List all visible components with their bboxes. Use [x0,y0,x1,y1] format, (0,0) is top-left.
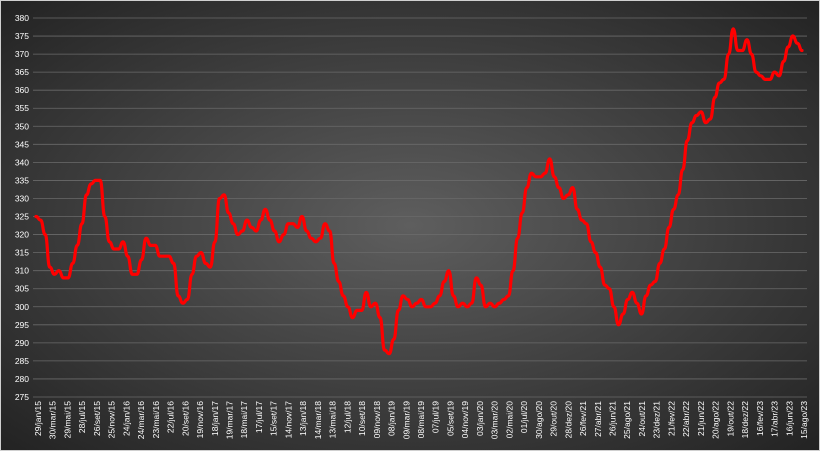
x-tick-label: 18/mai/17 [239,401,249,439]
series-layer [34,27,804,356]
x-tick-label: 09/mar/19 [401,401,411,440]
x-tick-label: 08/jan/19 [387,401,397,436]
x-tick-label: 29/out/20 [549,401,559,437]
x-tick-label: 18/dez/22 [740,401,750,439]
x-tick-label: 17/jul/17 [254,401,264,433]
y-tick-label: 330 [15,193,29,203]
x-tick-label: 13/mai/18 [328,401,338,439]
y-tick-label: 380 [15,13,29,23]
y-tick-label: 290 [15,338,29,348]
y-tick-label: 340 [15,157,29,167]
y-tick-label: 305 [15,284,29,294]
x-tick-label: 19/out/22 [725,401,735,437]
x-tick-label: 13/jan/18 [298,401,308,436]
x-tick-label: 24/mar/16 [136,401,146,440]
x-tick-label: 08/mai/19 [416,401,426,439]
x-tick-label: 26/jun/21 [608,401,618,436]
x-tick-label: 03/mar/20 [490,401,500,440]
x-tick-label: 09/nov/18 [372,401,382,439]
y-tick-label: 370 [15,49,29,59]
x-tick-label: 16/fev/23 [755,401,765,436]
x-tick-label: 25/ago/21 [622,401,632,439]
x-tick-label: 28/jul/15 [77,401,87,433]
y-tick-label: 280 [15,374,29,384]
y-tick-label: 360 [15,85,29,95]
x-tick-label: 30/mar/15 [48,401,58,440]
x-tick-label: 21/fev/22 [666,401,676,436]
y-tick-label: 375 [15,31,29,41]
y-tick-label: 275 [15,392,29,402]
y-tick-label: 345 [15,139,29,149]
x-tick-label: 28/dez/20 [563,401,573,439]
x-tick-label: 12/jul/18 [342,401,352,433]
x-tick-label: 15/set/17 [269,401,279,436]
x-tick-label: 04/nov/19 [460,401,470,439]
x-tick-label: 24/out/21 [637,401,647,437]
x-tick-label: 22/jul/16 [166,401,176,433]
gridlines [33,17,807,398]
y-tick-label: 295 [15,320,29,330]
x-tick-label: 24/jan/16 [121,401,131,436]
y-tick-label: 325 [15,212,29,222]
x-tick-label: 10/set/18 [357,401,367,436]
y-tick-label: 365 [15,67,29,77]
x-tick-label: 16/jun/23 [784,401,794,436]
y-tick-label: 310 [15,266,29,276]
x-tick-label: 19/mar/17 [225,401,235,440]
x-tick-label: 30/ago/20 [534,401,544,439]
y-tick-label: 355 [15,103,29,113]
y-tick-label: 300 [15,302,29,312]
x-tick-label: 29/jan/15 [33,401,43,436]
y-tick-label: 320 [15,230,29,240]
x-tick-label: 14/nov/17 [283,401,293,439]
y-axis: 275 280 285 290 295 300 305 310 315 320 325 330 335 3… [15,13,29,402]
x-tick-label: 20/set/16 [180,401,190,436]
x-tick-label: 20/ago/22 [711,401,721,439]
x-tick-label: 02/mai/20 [504,401,514,439]
x-tick-label: 25/nov/15 [107,401,117,439]
y-tick-label: 335 [15,175,29,185]
y-tick-label: 315 [15,248,29,258]
y-tick-label: 350 [15,121,29,131]
x-axis: 29/jan/15 30/mar/15 29/mai/15 28/jul/15 26/s… [33,401,809,440]
x-tick-label: 29/mai/15 [63,401,73,439]
x-tick-label: 19/nov/16 [195,401,205,439]
x-tick-label: 15/ago/23 [799,401,809,439]
x-tick-label: 23/mai/16 [151,401,161,439]
x-tick-label: 05/set/19 [446,401,456,436]
x-tick-label: 27/abr/21 [593,401,603,437]
x-tick-label: 03/jan/20 [475,401,485,436]
x-tick-label: 01/jul/20 [519,401,529,433]
y-tick-label: 285 [15,356,29,366]
x-tick-label: 18/jan/17 [210,401,220,436]
series-line [34,27,804,356]
x-tick-label: 23/dez/21 [652,401,662,439]
x-tick-label: 22/abr/22 [681,401,691,437]
x-tick-label: 26/fev/21 [578,401,588,436]
x-tick-label: 14/mar/18 [313,401,323,440]
x-tick-label: 17/abr/23 [770,401,780,437]
x-tick-label: 07/jul/19 [431,401,441,433]
x-tick-label: 21/jun/22 [696,401,706,436]
x-tick-label: 26/set/15 [92,401,102,436]
